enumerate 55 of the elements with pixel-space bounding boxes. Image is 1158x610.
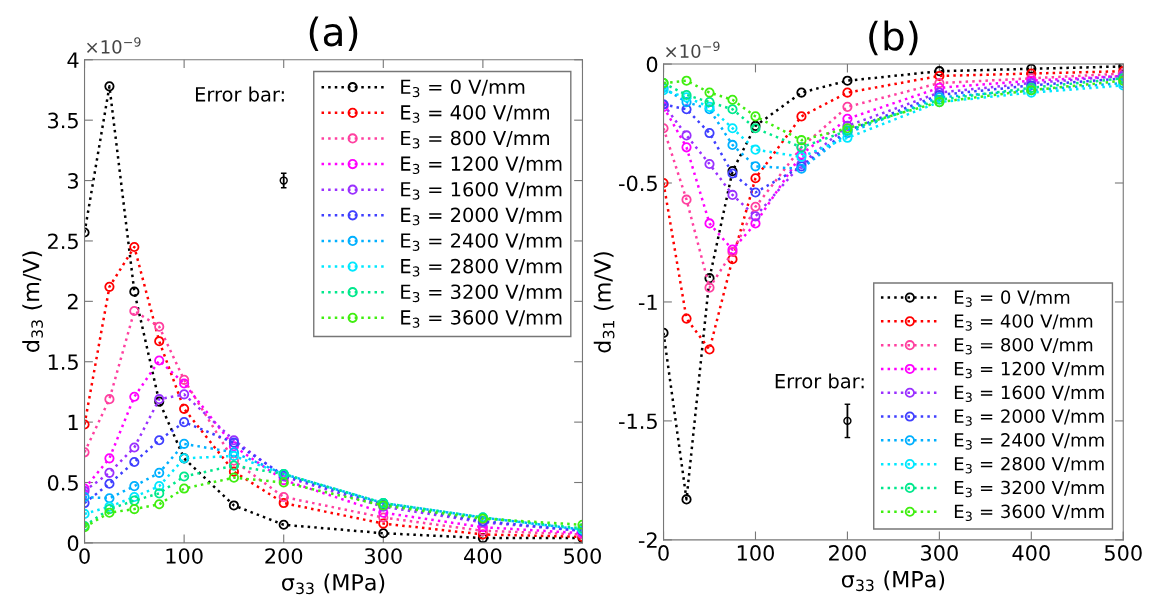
chart-title: (b) xyxy=(869,20,918,56)
annotation: Error bar: xyxy=(195,86,284,102)
x-tick-label: 0 xyxy=(79,548,90,564)
legend-label: E$_{3}$ = 2400 V/mm xyxy=(401,233,562,251)
x-axis-title: σ$_{33}$ (MPa) xyxy=(282,573,385,595)
x-tick-label: 100 xyxy=(166,548,203,564)
y-tick-label: -0.5 xyxy=(619,175,657,192)
legend-label: E$_{3}$ = 400 V/mm xyxy=(401,105,549,123)
x-tick-label: 300 xyxy=(921,545,958,561)
y-tick-label: -1.5 xyxy=(619,413,657,430)
legend-label: E$_{3}$ = 1600 V/mm xyxy=(401,181,562,200)
chart-title: (a) xyxy=(309,16,358,52)
legend-label: E$_{3}$ = 2000 V/mm xyxy=(401,207,562,226)
x-tick-label: 0 xyxy=(658,545,669,561)
legend-label: E$_{3}$ = 400 V/mm xyxy=(954,314,1093,331)
x-tick-label: 400 xyxy=(464,548,502,564)
text: ×10$^{−9}$ xyxy=(666,41,720,59)
legend-label: E$_{3}$ = 1200 V/mm xyxy=(401,156,562,175)
text: ×10$^{−9}$ xyxy=(87,37,141,54)
y-tick-label: 0 xyxy=(646,56,658,73)
x-tick-label: 500 xyxy=(564,548,601,564)
legend-label: E$_{3}$ = 3600 V/mm xyxy=(954,504,1104,522)
legend-label: E$_{3}$ = 0 V/mm xyxy=(401,79,525,98)
x-tick-label: 500 xyxy=(1104,545,1142,561)
legend-label: E$_{3}$ = 2800 V/mm xyxy=(954,456,1104,474)
legend-label: E$_{3}$ = 3200 V/mm xyxy=(401,284,562,303)
y-tick-label: 2.5 xyxy=(48,233,78,250)
y-tick-label: 3.5 xyxy=(48,112,78,129)
y-tick-label: 1.5 xyxy=(48,354,78,370)
x-tick-label: 200 xyxy=(829,545,866,561)
x-tick-label: 300 xyxy=(365,548,402,564)
legend-label: E$_{3}$ = 0 V/mm xyxy=(954,290,1070,307)
y-tick-label: 0.5 xyxy=(47,474,78,491)
x-tick-label: 200 xyxy=(265,548,303,564)
x-tick-label: 100 xyxy=(737,545,774,561)
y-axis-title: d$_{33}$ (m/V) xyxy=(22,251,44,352)
y-tick-label: 2 xyxy=(67,293,78,310)
legend-label: E$_{3}$ = 3200 V/mm xyxy=(954,480,1104,498)
x-axis-title: σ$_{33}$ (MPa) xyxy=(841,570,945,592)
legend-label: E$_{3}$ = 800 V/mm xyxy=(401,130,549,149)
legend-label: E$_{3}$ = 1200 V/mm xyxy=(954,361,1104,379)
legend-label: E$_{3}$ = 2400 V/mm xyxy=(954,433,1104,450)
y-tick-label: 3 xyxy=(68,173,78,189)
y-axis-title: d$_{31}$ (m/V) xyxy=(593,252,615,353)
legend-label: E$_{3}$ = 800 V/mm xyxy=(954,337,1093,355)
y-tick-label: 1 xyxy=(68,414,78,431)
legend-label: E$_{3}$ = 2800 V/mm xyxy=(401,258,562,277)
legend-label: E$_{3}$ = 2000 V/mm xyxy=(954,409,1104,426)
legend-label: E$_{3}$ = 1600 V/mm xyxy=(954,385,1104,403)
legend-label: E$_{3}$ = 3600 V/mm xyxy=(401,310,562,328)
annotation: Error bar: xyxy=(775,373,864,389)
y-tick-label: 4 xyxy=(67,52,79,68)
y-tick-label: -1 xyxy=(638,294,657,310)
y-tick-label: -2 xyxy=(638,532,657,548)
x-tick-label: 400 xyxy=(1012,545,1050,561)
